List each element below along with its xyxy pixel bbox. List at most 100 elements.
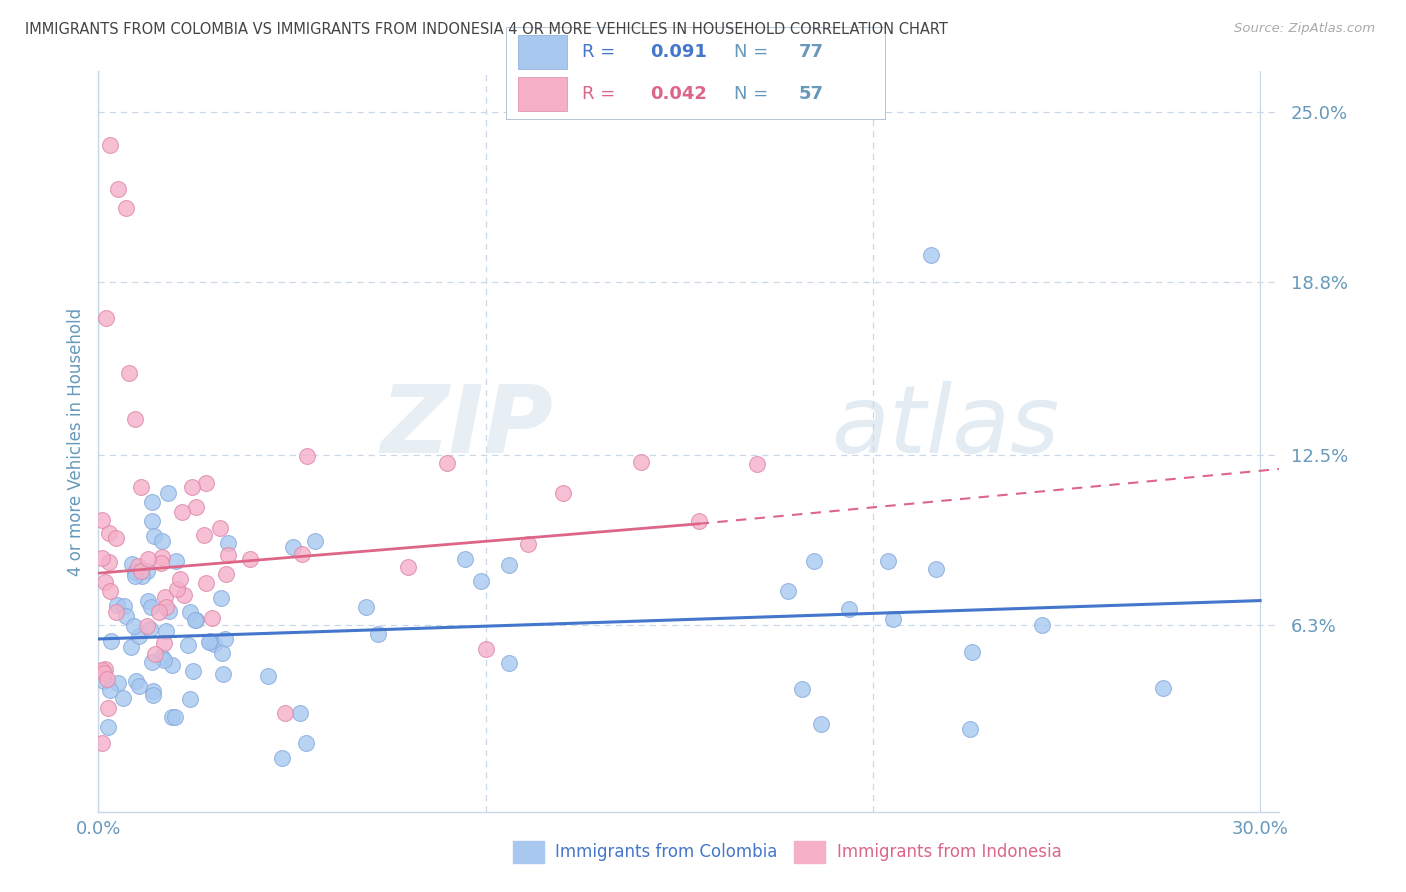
Point [91, 663, 114, 677]
Point [274, 706, 297, 720]
Bar [517, 78, 567, 111]
Point [129, 564, 152, 578]
Point [217, 548, 239, 562]
Text: R =: R = [582, 43, 621, 61]
Point [131, 480, 153, 494]
Point [257, 669, 280, 683]
Text: N =: N = [734, 86, 773, 103]
Point [184, 614, 207, 628]
Point [270, 750, 292, 764]
Point [790, 681, 813, 696]
Point [960, 645, 983, 659]
Point [98, 682, 121, 697]
Point [925, 562, 948, 576]
Point [160, 710, 183, 724]
Point [201, 611, 224, 625]
Point [148, 605, 170, 619]
Point [91, 736, 114, 750]
Point [470, 574, 492, 588]
Point [295, 736, 318, 750]
Point [136, 594, 159, 608]
Point [114, 202, 136, 216]
Text: 0.091: 0.091 [651, 43, 707, 61]
Point [882, 612, 904, 626]
Point [304, 533, 326, 548]
Point [96, 311, 118, 326]
Point [239, 551, 262, 566]
Point [354, 599, 377, 614]
Text: R =: R = [582, 86, 621, 103]
Point [810, 717, 832, 731]
Point [142, 688, 165, 702]
Point [630, 455, 652, 469]
Point [100, 634, 122, 648]
Point [150, 549, 173, 564]
Point [165, 554, 187, 568]
Point [157, 604, 180, 618]
Point [180, 480, 202, 494]
Point [156, 486, 179, 500]
Point [153, 653, 176, 667]
Point [184, 613, 207, 627]
Point [396, 559, 419, 574]
Point [97, 700, 120, 714]
Text: Immigrants from Colombia: Immigrants from Colombia [555, 843, 778, 861]
Point [128, 679, 150, 693]
Point [288, 706, 311, 721]
Point [160, 658, 183, 673]
Point [93, 666, 115, 681]
Point [215, 567, 238, 582]
Point [98, 555, 121, 569]
Point [436, 456, 458, 470]
Point [181, 664, 204, 678]
Point [172, 505, 194, 519]
Y-axis label: 4 or more Vehicles in Household: 4 or more Vehicles in Household [66, 308, 84, 575]
Text: atlas: atlas [831, 381, 1059, 472]
Point [141, 495, 163, 509]
Text: 57: 57 [799, 86, 824, 103]
Point [124, 411, 146, 425]
Point [959, 723, 981, 737]
Point [107, 676, 129, 690]
Point [169, 572, 191, 586]
Point [127, 558, 149, 573]
Point [125, 673, 148, 688]
Point [97, 720, 120, 734]
Point [214, 632, 236, 647]
Point [516, 537, 538, 551]
Point [143, 647, 166, 661]
Point [283, 541, 305, 555]
Point [122, 619, 145, 633]
Point [141, 655, 163, 669]
Text: ZIP: ZIP [380, 381, 553, 473]
Point [91, 513, 114, 527]
Point [803, 554, 825, 568]
Point [367, 626, 389, 640]
Point [838, 601, 860, 615]
Point [118, 366, 141, 380]
Point [211, 591, 233, 606]
Point [211, 646, 233, 660]
Point [98, 583, 121, 598]
Text: N =: N = [734, 43, 773, 61]
Point [173, 588, 195, 602]
Point [166, 582, 188, 596]
Point [209, 520, 232, 534]
FancyBboxPatch shape [506, 27, 886, 120]
Point [163, 709, 186, 723]
Point [135, 564, 157, 578]
Point [97, 525, 120, 540]
Point [295, 450, 318, 464]
Point [96, 672, 118, 686]
Point [139, 622, 162, 636]
Point [136, 618, 159, 632]
Point [688, 514, 710, 528]
Point [155, 624, 177, 639]
Point [212, 666, 235, 681]
Point [179, 692, 201, 706]
Point [193, 528, 215, 542]
Point [120, 640, 142, 654]
Point [143, 529, 166, 543]
Text: 0.042: 0.042 [651, 86, 707, 103]
Point [155, 600, 177, 615]
